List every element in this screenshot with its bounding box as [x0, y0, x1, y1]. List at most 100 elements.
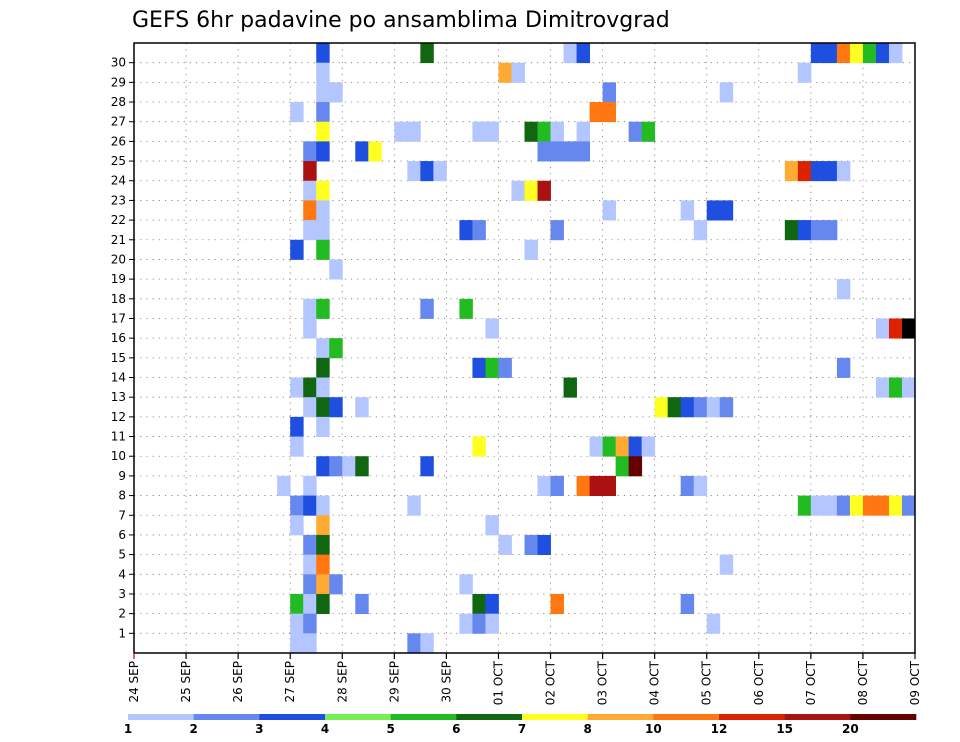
heatmap-cell: [303, 534, 317, 556]
x-axis-ticks: 24 SEP 25 SEP 26 SEP 27 SEP 28 SEP 29 SEP 30 S…: [127, 653, 922, 705]
x-tick-label: 04 OCT: [648, 660, 662, 705]
heatmap-cell: [836, 43, 851, 64]
heatmap-cell: [290, 633, 304, 654]
heatmap-cell: [901, 495, 916, 516]
heatmap-cell: [719, 200, 734, 221]
y-tick-label: 7: [118, 508, 126, 522]
heatmap-cell: [706, 613, 721, 634]
heatmap-cell: [303, 318, 317, 339]
heatmap-cell: [407, 633, 421, 654]
heatmap-cell: [316, 141, 330, 162]
y-tick-label: 22: [111, 213, 126, 227]
y-tick-label: 4: [118, 567, 126, 581]
colorbar-label: 1: [124, 722, 132, 736]
y-tick-label: 13: [111, 390, 126, 404]
heatmap-cell: [563, 377, 577, 398]
heatmap-cell: [719, 82, 734, 103]
heatmap-cell: [303, 200, 317, 221]
heatmap-cell: [407, 161, 421, 182]
y-tick-label: 24: [111, 174, 126, 188]
heatmap-cell: [849, 495, 864, 516]
x-tick-label: 24 SEP: [127, 661, 141, 703]
heatmap-cell: [420, 456, 434, 477]
heatmap-cell: [589, 102, 603, 123]
colorbar-swatch: [456, 714, 523, 720]
heatmap-cell: [797, 161, 812, 182]
heatmap-cell: [368, 141, 382, 162]
heatmap-cell: [680, 593, 695, 615]
heatmap-cell: [888, 43, 903, 64]
x-tick-label: 02 OCT: [544, 660, 558, 705]
heatmap-cell: [355, 397, 369, 418]
heatmap-cell: [355, 141, 369, 162]
colorbar-label: 5: [386, 722, 394, 736]
x-tick-label: 05 OCT: [700, 660, 714, 705]
y-tick-label: 20: [111, 252, 126, 266]
heatmap-cell: [316, 495, 330, 516]
y-tick-label: 18: [111, 292, 126, 306]
heatmap-cell: [511, 62, 525, 83]
heatmap-cell: [290, 515, 304, 536]
heatmap-cell: [316, 515, 330, 536]
heatmap-cell: [459, 220, 473, 241]
heatmap-cell: [641, 121, 656, 142]
colorbar-swatch: [193, 714, 260, 720]
heatmap-cell: [342, 456, 356, 477]
y-tick-label: 6: [118, 528, 126, 542]
colorbar-swatch: [850, 714, 917, 720]
heatmap-cell: [602, 475, 617, 496]
heatmap-cell: [290, 239, 304, 260]
heatmap-cell: [316, 534, 330, 556]
heatmap-cell: [576, 475, 590, 496]
y-tick-label: 21: [111, 233, 126, 247]
heatmap-cell: [589, 475, 603, 496]
heatmap-cell: [719, 397, 734, 418]
heatmap-cell: [485, 357, 499, 378]
y-tick-label: 15: [111, 351, 126, 365]
colorbar-label: 2: [189, 722, 197, 736]
heatmap-cell: [511, 180, 525, 201]
x-tick-label: 28 SEP: [335, 661, 349, 703]
heatmap-cell: [810, 161, 825, 182]
heatmap-cell: [459, 574, 473, 595]
colorbar-label: 7: [518, 722, 526, 736]
heatmap-cell: [329, 259, 343, 280]
heatmap-cell: [316, 200, 330, 221]
heatmap-cell: [875, 377, 890, 398]
heatmap-cell: [602, 436, 617, 457]
heatmap-cell: [875, 495, 890, 516]
heatmap-cell: [888, 318, 903, 339]
heatmap-cell: [680, 475, 695, 496]
y-tick-label: 29: [111, 75, 126, 89]
heatmap-cell: [628, 456, 643, 477]
heatmap-cell: [550, 475, 564, 496]
heatmap-cell: [524, 534, 538, 556]
heatmap-cell: [329, 82, 343, 103]
heatmap-cell: [329, 456, 343, 477]
heatmap-cell: [316, 377, 330, 398]
heatmap-cell: [901, 377, 916, 398]
heatmap-cell: [472, 436, 486, 457]
y-tick-label: 5: [118, 548, 126, 562]
x-tick-label: 27 SEP: [283, 661, 297, 703]
heatmap-cell: [329, 574, 343, 595]
heatmap-cell: [524, 121, 538, 142]
colorbar-swatch: [653, 714, 720, 720]
heatmap-cell: [303, 613, 317, 634]
heatmap-cell: [901, 318, 916, 339]
heatmap-cell: [485, 318, 499, 339]
heatmap-cell: [316, 574, 330, 595]
heatmap-cell: [667, 397, 682, 418]
heatmap-cell: [537, 141, 551, 162]
heatmap-cell: [303, 593, 317, 615]
heatmap-cell: [472, 220, 486, 241]
colorbar-swatch: [390, 714, 457, 720]
x-tick-label: 06 OCT: [752, 660, 766, 705]
y-tick-label: 30: [111, 56, 126, 70]
x-tick-label: 29 SEP: [387, 661, 401, 703]
y-tick-label: 19: [111, 272, 126, 286]
heatmap-cell: [485, 121, 499, 142]
x-tick-label: 08 OCT: [856, 660, 870, 705]
heatmap-cell: [693, 220, 708, 241]
heatmap-cell: [433, 161, 447, 182]
